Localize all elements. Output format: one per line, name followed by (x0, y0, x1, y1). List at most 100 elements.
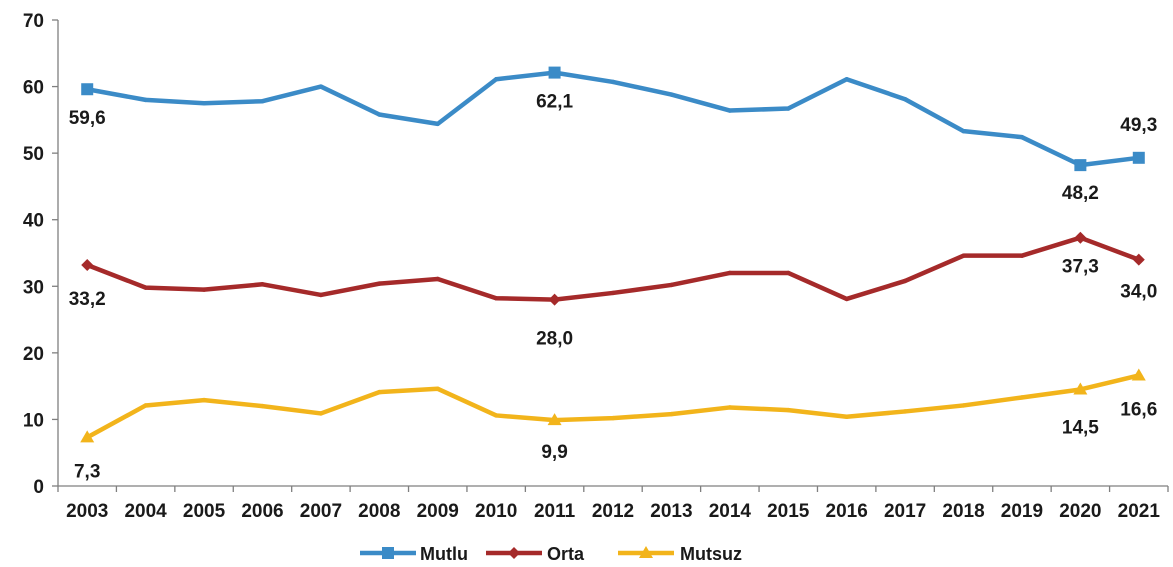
data-label: 49,3 (1120, 115, 1157, 136)
data-label: 7,3 (74, 461, 100, 482)
square-marker (548, 66, 561, 79)
data-label: 48,2 (1062, 183, 1099, 204)
triangle-marker (639, 546, 653, 558)
diamond-marker (1132, 253, 1145, 266)
x-tick-label: 2016 (826, 501, 868, 522)
y-tick-label: 10 (23, 410, 44, 431)
data-point (961, 403, 966, 408)
y-tick-label: 60 (23, 78, 44, 99)
data-point (493, 413, 499, 418)
data-point (669, 282, 674, 288)
series-layer (80, 66, 1146, 443)
data-point (377, 389, 382, 395)
x-tick-label: 2008 (358, 501, 400, 522)
data-point (377, 281, 382, 286)
data-label: 34,0 (1120, 282, 1157, 303)
data-point (610, 290, 616, 296)
y-tick-label: 20 (23, 344, 44, 365)
data-point (610, 79, 616, 85)
data-point (669, 92, 674, 97)
series-line-mutsuz (84, 373, 1142, 440)
diamond-marker (508, 547, 520, 559)
data-label: 9,9 (541, 442, 567, 463)
data-point (727, 108, 733, 113)
x-tick-label: 2009 (417, 501, 459, 522)
data-point (493, 296, 499, 301)
square-marker (1074, 159, 1087, 172)
triangle-marker (1073, 382, 1088, 395)
y-tick-label: 70 (23, 11, 44, 32)
data-label: 33,2 (69, 289, 106, 310)
data-point (260, 99, 265, 104)
data-point (493, 77, 499, 82)
x-tick-label: 2013 (650, 501, 692, 522)
x-tick-label: 2017 (884, 501, 926, 522)
data-point (1019, 134, 1025, 140)
data-labels: 59,6 62,1 48,2 49,3 33,2 28,0 37,3 34,0 7,3 9,9 14… (69, 92, 1158, 483)
y-tick-label: 40 (23, 211, 44, 232)
data-point (143, 403, 148, 408)
data-label: 37,3 (1062, 257, 1099, 278)
data-point (727, 270, 733, 276)
legend-label-mutlu: Mutlu (420, 544, 468, 564)
x-tick-label: 2003 (66, 501, 108, 522)
data-point (260, 282, 265, 287)
data-label: 16,6 (1120, 399, 1157, 420)
data-point (610, 415, 616, 421)
data-point (318, 84, 324, 89)
data-point (961, 128, 966, 134)
data-point (143, 285, 148, 290)
legend-label-orta: Orta (547, 544, 585, 564)
data-label: 59,6 (69, 108, 106, 129)
data-point (201, 287, 207, 292)
x-tick-label: 2005 (183, 501, 226, 522)
x-tick-label: 2014 (709, 501, 752, 522)
x-tick-label: 2007 (300, 501, 342, 522)
x-tick-label: 2011 (534, 501, 576, 522)
data-point (143, 97, 148, 103)
series-line-orta (84, 235, 1142, 302)
x-tick-label: 2019 (1001, 501, 1043, 522)
data-point (260, 403, 265, 409)
x-tick-label: 2018 (942, 501, 984, 522)
y-tick-label: 50 (23, 144, 44, 165)
x-tick-label: 2006 (241, 501, 283, 522)
data-point (786, 106, 791, 111)
data-point (318, 292, 324, 298)
square-marker (382, 547, 394, 559)
data-point (1019, 395, 1025, 400)
data-point (377, 112, 382, 117)
data-point (435, 121, 440, 127)
y-tick-label: 0 (33, 477, 44, 498)
data-point (669, 411, 674, 417)
x-tick-label: 2004 (124, 501, 167, 522)
data-point (961, 253, 966, 258)
data-point (786, 270, 791, 276)
y-tick-label: 30 (23, 277, 44, 298)
legend: Mutlu Orta Mutsuz (360, 544, 742, 564)
data-point (318, 411, 324, 416)
x-tick-label: 2015 (767, 501, 810, 522)
data-point (435, 276, 440, 282)
diamond-marker (1074, 231, 1087, 244)
x-tick-label: 2012 (592, 501, 634, 522)
square-marker (1132, 151, 1145, 164)
data-point (435, 386, 440, 392)
x-tick-label: 2020 (1059, 501, 1101, 522)
data-point (844, 77, 849, 82)
data-point (201, 397, 207, 403)
diamond-marker (81, 258, 94, 271)
legend-label-mutsuz: Mutsuz (680, 544, 742, 564)
triangle-marker (547, 413, 562, 426)
triangle-marker (1131, 368, 1146, 381)
data-point (902, 97, 908, 102)
axes: 0 10 20 30 40 50 60 70 2003 2004 2005 2006 2007 2008 2… (23, 11, 1169, 522)
data-point (1019, 253, 1025, 258)
data-point (902, 278, 908, 284)
triangle-marker (80, 430, 95, 443)
data-label: 62,1 (536, 92, 573, 113)
data-point (902, 409, 908, 414)
data-point (844, 414, 849, 419)
data-point (844, 296, 849, 302)
